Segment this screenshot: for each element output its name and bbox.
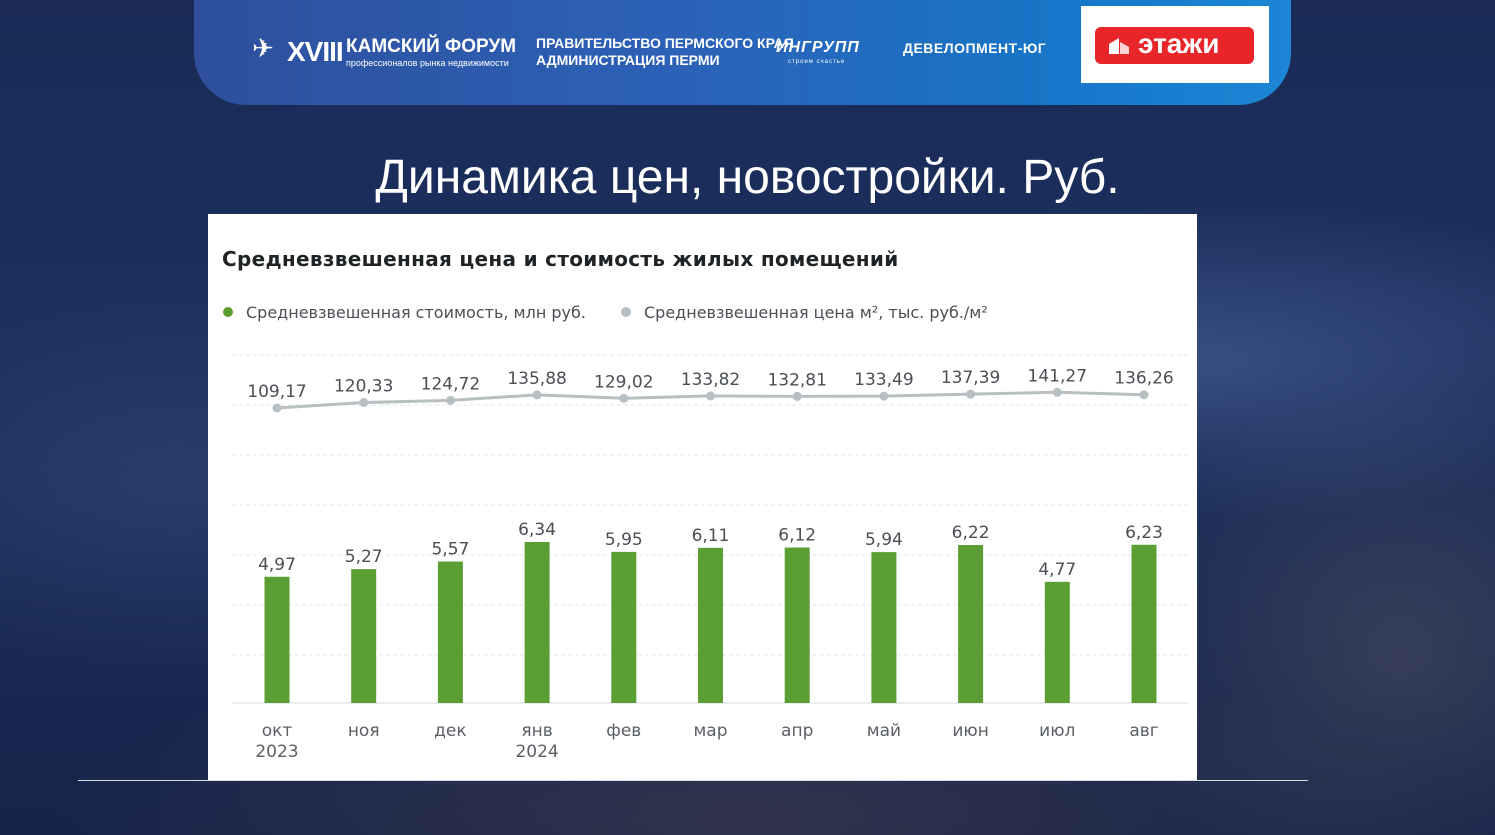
bar (351, 569, 377, 703)
bar-data-label: 5,95 (605, 530, 643, 550)
x-tick-label: авг (1129, 721, 1158, 741)
bar-data-label: 5,94 (865, 530, 903, 550)
x-tick-label: апр (781, 721, 813, 741)
x-tick-label: мар (693, 721, 727, 741)
bar (784, 547, 810, 703)
ingrupp-slogan: строим счастье (788, 59, 846, 65)
x-tick-label: фев (606, 721, 641, 741)
forum-subtitle: профессионалов рынка недвижимости (346, 58, 509, 68)
legend-marker-cost (223, 307, 233, 317)
forum-title: КАМСКИЙ ФОРУМ (346, 36, 517, 57)
price-point (879, 391, 889, 401)
price-point (966, 389, 976, 399)
bar (524, 541, 550, 703)
price-point (1139, 390, 1149, 400)
price-data-label: 133,49 (854, 370, 913, 390)
bar-data-label: 6,12 (778, 526, 816, 546)
bar-data-label: 6,34 (518, 520, 556, 540)
price-point (359, 398, 369, 408)
price-point (792, 391, 802, 401)
bar-data-label: 5,27 (345, 547, 383, 567)
price-data-label: 124,72 (421, 374, 480, 394)
bar (611, 551, 637, 703)
legend-label-cost: Средневзвешенная стоимость, млн руб. (246, 303, 586, 322)
price-data-label: 132,81 (767, 370, 826, 390)
price-data-label: 129,02 (594, 372, 653, 392)
price-data-label: 120,33 (334, 377, 393, 397)
government-line-2: АДМИНИСТРАЦИЯ ПЕРМИ (536, 52, 720, 68)
government-line-1: ПРАВИТЕЛЬСТВО ПЕРМСКОГО КРАЯ (536, 35, 794, 51)
bar-data-label: 4,77 (1038, 560, 1076, 580)
etazhi-building-icon (1109, 38, 1129, 54)
x-tick-year-label: 2024 (515, 742, 558, 762)
price-point (445, 395, 455, 405)
price-data-label: 135,88 (507, 369, 566, 389)
etazhi-logo-text: этажи (1138, 28, 1220, 59)
bar-data-label: 6,11 (692, 526, 730, 546)
legend-marker-price (621, 307, 631, 317)
price-data-label: 109,17 (247, 382, 306, 402)
legend-label-price: Средневзвешенная цена м², тыс. руб./м² (644, 303, 988, 322)
bar (698, 547, 723, 703)
bar-data-label: 6,22 (952, 523, 990, 543)
bar (437, 561, 463, 703)
ingrupp-logo: ИНГРУПП (776, 39, 860, 56)
x-tick-label: июн (952, 721, 988, 741)
price-point (619, 393, 629, 403)
price-data-label: 137,39 (941, 368, 1000, 388)
price-point (706, 391, 715, 401)
bar (1131, 544, 1157, 703)
price-point (1052, 387, 1062, 397)
x-tick-label: дек (434, 721, 466, 741)
price-point (272, 403, 282, 413)
price-data-label: 133,82 (681, 370, 740, 390)
x-tick-label: июл (1039, 721, 1075, 741)
footer-divider (78, 780, 1308, 781)
chart-title: Средневзвешенная цена и стоимость жилых … (222, 247, 899, 271)
bar (871, 552, 897, 703)
bar-data-label: 5,57 (431, 540, 469, 560)
bar (1044, 581, 1070, 703)
bar-data-label: 4,97 (258, 555, 296, 575)
x-tick-year-label: 2023 (255, 742, 298, 762)
bar (264, 576, 290, 703)
x-tick-label: окт (262, 721, 293, 741)
bar-data-label: 6,23 (1125, 523, 1163, 543)
forum-logo-icon: ✈ (252, 34, 274, 64)
x-tick-label: янв (521, 721, 552, 741)
bar (958, 545, 984, 703)
forum-number: XVIII (287, 36, 344, 67)
price-data-label: 136,26 (1114, 369, 1173, 389)
slide-title: Динамика цен, новостройки. Руб. (375, 151, 1120, 204)
x-tick-label: ноя (348, 721, 380, 741)
price-point (532, 390, 542, 400)
developer-logo: ДЕВЕЛОПМЕНТ-ЮГ (903, 40, 1047, 56)
x-tick-label: май (867, 721, 901, 741)
price-data-label: 141,27 (1028, 366, 1087, 386)
